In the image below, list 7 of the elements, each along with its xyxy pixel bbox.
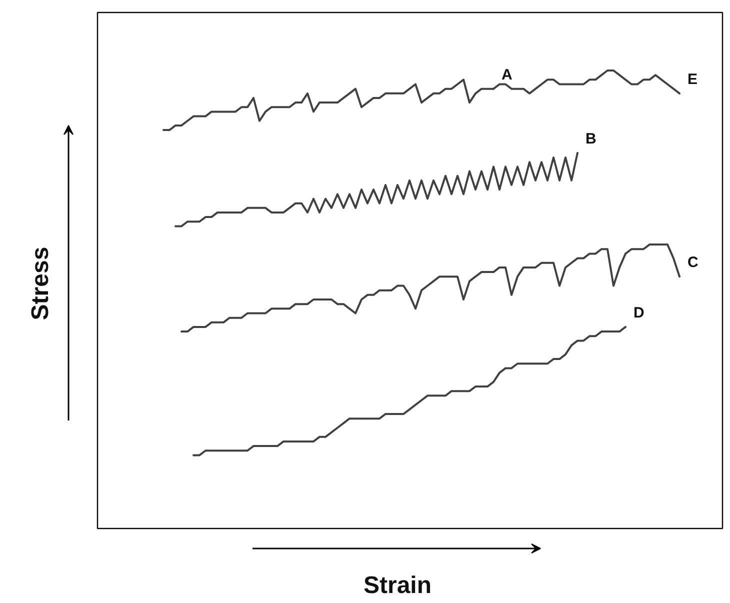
x-axis-title: Strain	[363, 572, 432, 599]
series-label: B	[586, 130, 596, 148]
series-label: A	[502, 66, 512, 84]
series-label: E	[688, 70, 698, 88]
y-axis-title: Stress	[27, 246, 54, 320]
series-label: D	[634, 304, 644, 322]
series-label: C	[688, 254, 698, 272]
